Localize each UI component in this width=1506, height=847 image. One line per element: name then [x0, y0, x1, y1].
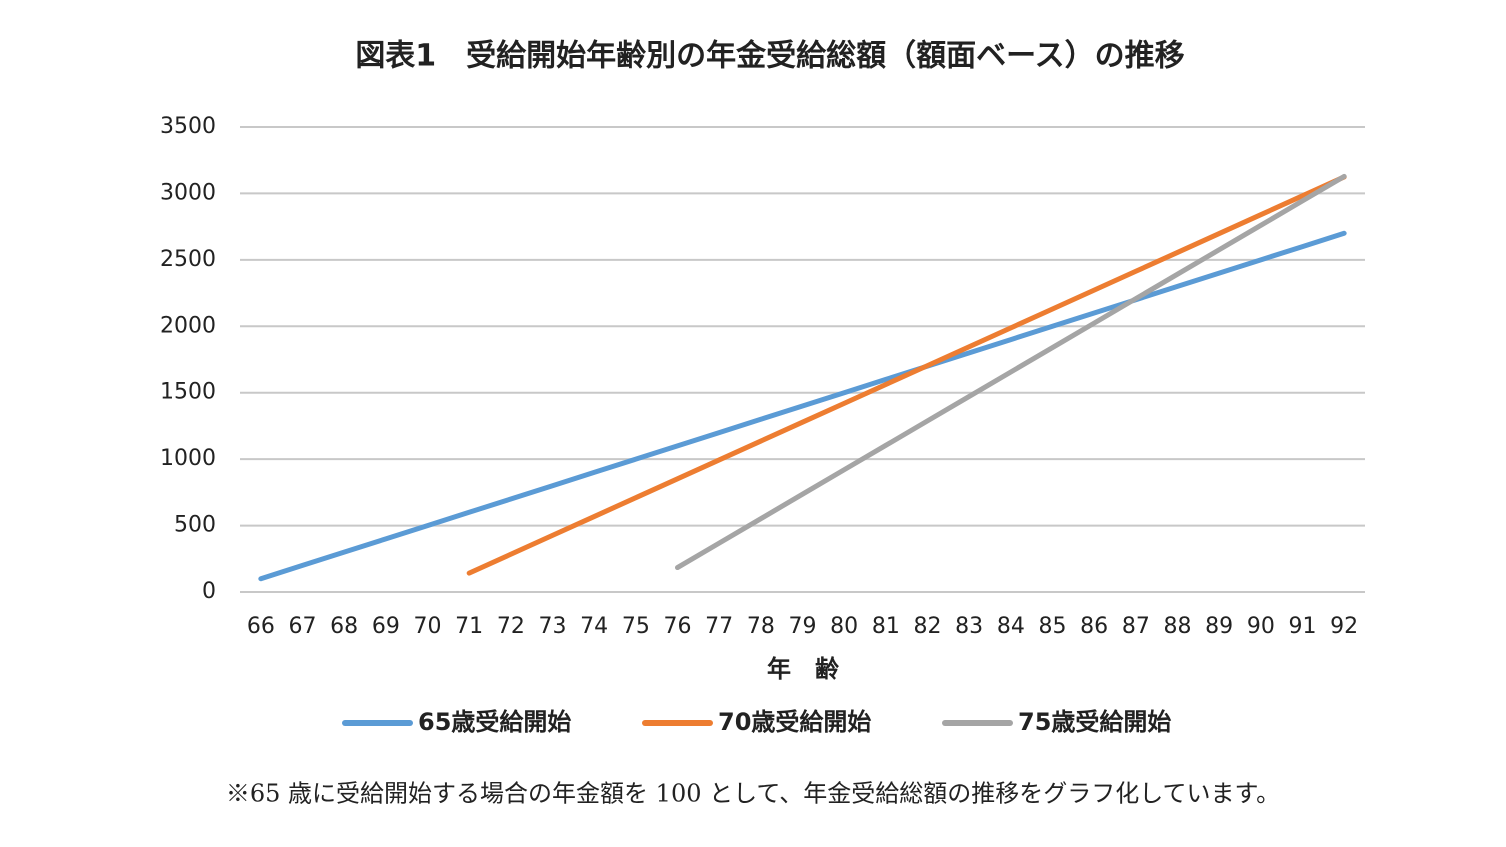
x-tick-label: 76	[664, 614, 692, 639]
x-tick-label: 75	[622, 614, 650, 639]
x-tick-label: 92	[1330, 614, 1358, 639]
x-tick-label: 70	[414, 614, 442, 639]
x-tick-label: 82	[914, 614, 942, 639]
x-tick-label: 85	[1039, 614, 1067, 639]
chart-title: 図表1 受給開始年齢別の年金受給総額（額面ベース）の推移	[355, 39, 1184, 74]
x-tick-label: 68	[330, 614, 358, 639]
legend-label: 75歳受給開始	[1018, 708, 1171, 736]
x-tick-label: 84	[997, 614, 1025, 639]
footnote: ※65 歳に受給開始する場合の年金額を 100 として、年金受給総額の推移をグラ…	[226, 780, 1280, 808]
x-tick-label: 88	[1164, 614, 1192, 639]
y-tick-label: 3500	[160, 114, 216, 139]
x-tick-label: 74	[580, 614, 608, 639]
series-line	[466, 174, 1347, 576]
x-tick-label: 77	[705, 614, 733, 639]
x-tick-label: 91	[1289, 614, 1317, 639]
series-line	[675, 173, 1347, 571]
series-line	[258, 230, 1347, 582]
x-tick-label: 73	[539, 614, 567, 639]
y-tick-label: 2500	[160, 247, 216, 272]
legend-label: 65歳受給開始	[418, 708, 571, 736]
x-tick-label: 67	[289, 614, 317, 639]
y-tick-label: 1000	[160, 446, 216, 471]
y-tick-label: 500	[174, 513, 216, 538]
legend-label: 70歳受給開始	[718, 708, 871, 736]
y-tick-label: 1500	[160, 380, 216, 405]
x-tick-label: 83	[955, 614, 983, 639]
x-tick-label: 72	[497, 614, 525, 639]
y-tick-label: 3000	[160, 180, 216, 205]
x-tick-label: 81	[872, 614, 900, 639]
x-tick-label: 78	[747, 614, 775, 639]
x-axis-title: 年 齢	[767, 655, 840, 683]
x-tick-label: 66	[247, 614, 275, 639]
y-tick-label: 2000	[160, 313, 216, 338]
x-tick-label: 71	[455, 614, 483, 639]
y-tick-label: 0	[202, 579, 216, 604]
x-tick-label: 69	[372, 614, 400, 639]
x-tick-label: 87	[1122, 614, 1150, 639]
x-tick-label: 79	[789, 614, 817, 639]
x-tick-label: 90	[1247, 614, 1275, 639]
x-tick-label: 80	[830, 614, 858, 639]
x-tick-label: 89	[1205, 614, 1233, 639]
x-tick-label: 86	[1080, 614, 1108, 639]
